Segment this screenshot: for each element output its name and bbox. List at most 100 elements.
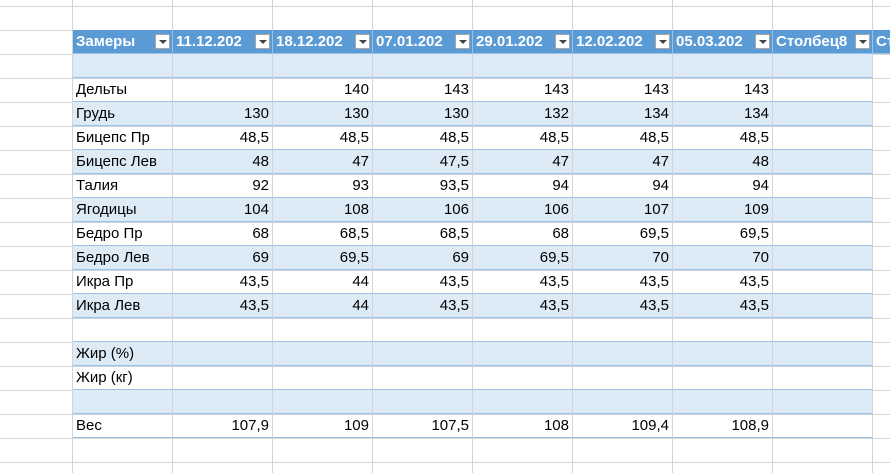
- data-cell[interactable]: [773, 54, 873, 78]
- row-label[interactable]: Дельты: [73, 78, 173, 102]
- data-cell[interactable]: [173, 366, 273, 390]
- data-cell[interactable]: 69,5: [673, 222, 773, 246]
- data-cell[interactable]: 48,5: [273, 126, 373, 150]
- data-cell[interactable]: 107,5: [373, 414, 473, 438]
- data-cell[interactable]: 43,5: [573, 270, 673, 294]
- data-cell[interactable]: [773, 294, 873, 318]
- row-label[interactable]: Жир (кг): [73, 366, 173, 390]
- data-cell[interactable]: 48,5: [473, 126, 573, 150]
- data-cell[interactable]: [773, 318, 873, 342]
- row-label[interactable]: Бедро Лев: [73, 246, 173, 270]
- data-cell[interactable]: [773, 150, 873, 174]
- filter-button[interactable]: [455, 34, 470, 49]
- data-cell[interactable]: [273, 54, 373, 78]
- row-label[interactable]: [73, 54, 173, 78]
- row-label[interactable]: Жир (%): [73, 342, 173, 366]
- data-cell[interactable]: [673, 54, 773, 78]
- data-cell[interactable]: 107: [573, 198, 673, 222]
- data-cell[interactable]: 43,5: [473, 270, 573, 294]
- data-cell[interactable]: 134: [673, 102, 773, 126]
- data-cell[interactable]: 92: [173, 174, 273, 198]
- data-cell[interactable]: [473, 390, 573, 414]
- data-cell[interactable]: 43,5: [173, 294, 273, 318]
- data-cell[interactable]: 69,5: [273, 246, 373, 270]
- data-cell[interactable]: 143: [373, 78, 473, 102]
- data-cell[interactable]: 43,5: [373, 294, 473, 318]
- data-cell[interactable]: 43,5: [573, 294, 673, 318]
- data-cell[interactable]: [773, 246, 873, 270]
- data-cell[interactable]: 106: [373, 198, 473, 222]
- data-cell[interactable]: 70: [573, 246, 673, 270]
- data-cell[interactable]: [473, 318, 573, 342]
- data-cell[interactable]: 143: [473, 78, 573, 102]
- data-cell[interactable]: [673, 342, 773, 366]
- data-cell[interactable]: [773, 342, 873, 366]
- data-cell[interactable]: 44: [273, 270, 373, 294]
- row-label[interactable]: Бицепс Пр: [73, 126, 173, 150]
- data-cell[interactable]: [473, 366, 573, 390]
- header-cell[interactable]: Ст: [873, 30, 890, 54]
- filter-button[interactable]: [555, 34, 570, 49]
- data-cell[interactable]: [573, 366, 673, 390]
- data-cell[interactable]: 69: [373, 246, 473, 270]
- data-cell[interactable]: 94: [473, 174, 573, 198]
- data-cell[interactable]: 106: [473, 198, 573, 222]
- data-cell[interactable]: 68: [473, 222, 573, 246]
- data-cell[interactable]: 43,5: [173, 270, 273, 294]
- data-cell[interactable]: 134: [573, 102, 673, 126]
- data-cell[interactable]: 94: [573, 174, 673, 198]
- filter-button[interactable]: [855, 34, 870, 49]
- data-cell[interactable]: 132: [473, 102, 573, 126]
- data-cell[interactable]: 48,5: [373, 126, 473, 150]
- data-cell[interactable]: [273, 318, 373, 342]
- data-cell[interactable]: [573, 54, 673, 78]
- data-cell[interactable]: [473, 342, 573, 366]
- data-cell[interactable]: 94: [673, 174, 773, 198]
- data-cell[interactable]: [773, 198, 873, 222]
- data-cell[interactable]: 108,9: [673, 414, 773, 438]
- data-cell[interactable]: [373, 366, 473, 390]
- data-cell[interactable]: 108: [473, 414, 573, 438]
- data-cell[interactable]: 43,5: [673, 270, 773, 294]
- data-cell[interactable]: [473, 54, 573, 78]
- data-cell[interactable]: [173, 54, 273, 78]
- data-cell[interactable]: [773, 126, 873, 150]
- data-cell[interactable]: 47: [473, 150, 573, 174]
- data-cell[interactable]: 130: [373, 102, 473, 126]
- filter-button[interactable]: [155, 34, 170, 49]
- data-cell[interactable]: [573, 342, 673, 366]
- data-cell[interactable]: [373, 342, 473, 366]
- data-cell[interactable]: [773, 390, 873, 414]
- row-label[interactable]: Икра Пр: [73, 270, 173, 294]
- data-cell[interactable]: [673, 366, 773, 390]
- data-cell[interactable]: 44: [273, 294, 373, 318]
- filter-button[interactable]: [655, 34, 670, 49]
- data-cell[interactable]: 43,5: [473, 294, 573, 318]
- data-cell[interactable]: 69,5: [573, 222, 673, 246]
- data-cell[interactable]: [173, 342, 273, 366]
- data-cell[interactable]: 43,5: [373, 270, 473, 294]
- data-cell[interactable]: 48,5: [173, 126, 273, 150]
- data-cell[interactable]: 47: [273, 150, 373, 174]
- data-cell[interactable]: [673, 318, 773, 342]
- data-cell[interactable]: [173, 318, 273, 342]
- data-cell[interactable]: 48,5: [673, 126, 773, 150]
- row-label[interactable]: Грудь: [73, 102, 173, 126]
- row-label[interactable]: Ягодицы: [73, 198, 173, 222]
- data-cell[interactable]: [773, 102, 873, 126]
- data-cell[interactable]: 109: [273, 414, 373, 438]
- row-label[interactable]: [73, 390, 173, 414]
- data-cell[interactable]: 109,4: [573, 414, 673, 438]
- data-cell[interactable]: [773, 414, 873, 438]
- data-cell[interactable]: 43,5: [673, 294, 773, 318]
- data-cell[interactable]: 47: [573, 150, 673, 174]
- data-cell[interactable]: 130: [173, 102, 273, 126]
- data-cell[interactable]: [373, 54, 473, 78]
- filter-button[interactable]: [355, 34, 370, 49]
- data-cell[interactable]: 68: [173, 222, 273, 246]
- data-cell[interactable]: [673, 390, 773, 414]
- data-cell[interactable]: [173, 78, 273, 102]
- data-cell[interactable]: 109: [673, 198, 773, 222]
- row-label[interactable]: Икра Лев: [73, 294, 173, 318]
- data-cell[interactable]: 143: [673, 78, 773, 102]
